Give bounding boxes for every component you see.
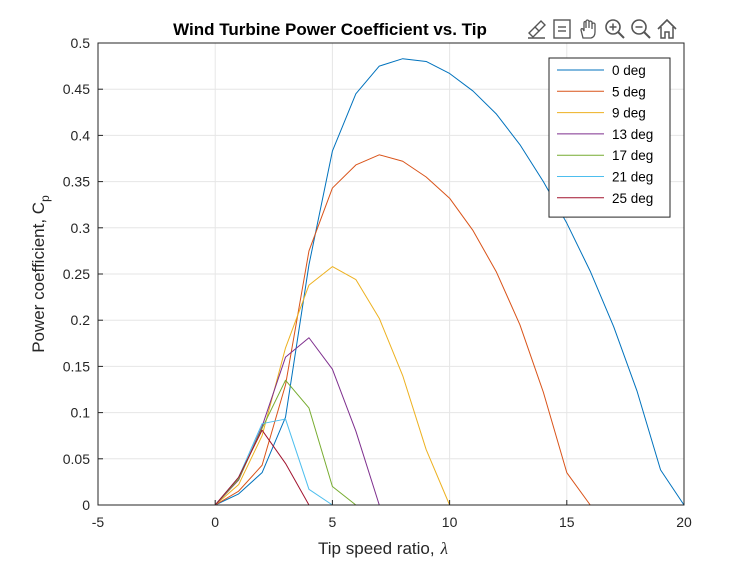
x-tick-label: 15 [559,514,575,530]
legend-box [548,57,671,218]
y-tick-label: 0.35 [63,174,90,190]
home-icon[interactable] [657,18,677,39]
y-tick-label: 0.45 [63,81,90,97]
x-tick-label: 0 [211,514,219,530]
grid-lines [97,42,685,506]
axes-toolbar [528,18,677,39]
legend-label: 17 deg [612,148,653,163]
x-tick-label: 20 [676,514,692,530]
zoom-out-icon[interactable] [631,19,651,39]
pan-hand-icon[interactable] [580,19,596,39]
legend-label: 25 deg [612,191,653,206]
chart-title: Wind Turbine Power Coefficient vs. Tip [173,20,487,39]
legend-label: 5 deg [612,84,646,99]
series-line-0-deg [191,58,685,506]
y-tick-label: 0.3 [71,220,91,236]
x-axis-label-text: Tip speed ratio, [318,539,435,558]
y-axis-label-subscript: p [38,195,52,202]
legend-label: 0 deg [612,63,646,78]
legend-label: 21 deg [612,170,653,185]
brush-icon[interactable] [528,20,546,39]
datatip-icon[interactable] [553,19,571,39]
y-tick-label: 0.1 [71,405,91,421]
y-tick-label: 0.2 [71,312,91,328]
legend-label: 13 deg [612,127,653,142]
x-tick-label: 5 [329,514,337,530]
legend[interactable]: 0 deg 5 deg 9 deg 13 deg 17 deg 21 deg 25 deg [548,57,671,218]
x-tick-label: -5 [92,514,105,530]
x-axis-label: Tip speed ratio, λ [318,539,448,558]
y-tick-label: 0.05 [63,451,90,467]
y-axis: 0 0.05 0.1 0.15 0.2 0.25 0.3 0.35 0.4 0.45 0.5 [63,35,103,513]
legend-label: 9 deg [612,106,646,121]
x-axis: -5 0 5 10 15 20 [92,500,692,530]
y-axis-label: Power coefficient, Cp [29,195,52,353]
y-tick-label: 0 [82,497,90,513]
lambda-symbol: λ [440,539,448,558]
zoom-in-icon[interactable] [605,19,625,39]
x-tick-label: 10 [442,514,458,530]
y-axis-label-text: Power coefficient, C [29,202,48,353]
y-tick-label: 0.4 [71,127,91,143]
y-tick-label: 0.15 [63,358,90,374]
y-tick-label: 0.25 [63,266,90,282]
y-tick-label: 0.5 [71,35,91,51]
